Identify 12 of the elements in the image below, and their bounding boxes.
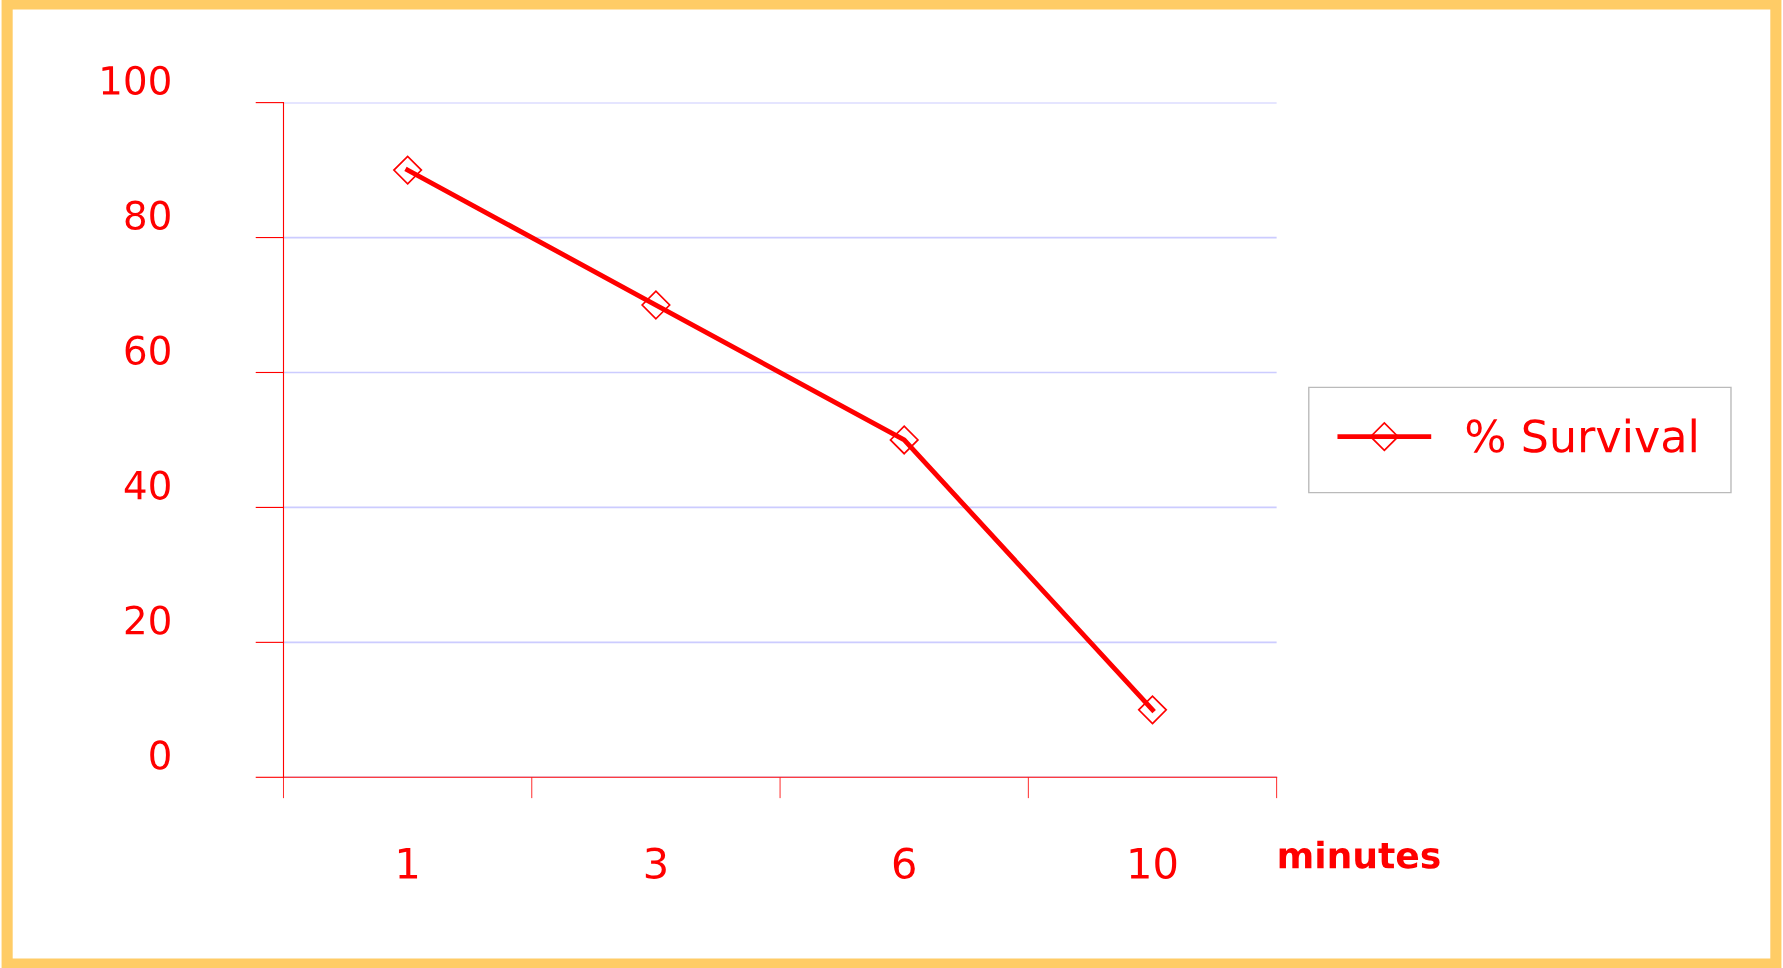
x-tick-label: 10 <box>1130 847 1177 879</box>
y-tick-label: 20 <box>125 605 170 635</box>
y-tick-label: 80 <box>125 200 170 231</box>
x-axis-title: minutes <box>1279 840 1440 869</box>
y-tick-label: 0 <box>150 740 170 770</box>
y-tick-label: 60 <box>125 335 170 365</box>
x-tick-label: 3 <box>645 847 666 879</box>
y-tick-label: 40 <box>124 470 170 500</box>
x-tick-label: 6 <box>893 847 915 879</box>
x-tick-label: 1 <box>398 848 418 879</box>
y-tick-label: 100 <box>102 65 170 96</box>
legend-label: % Survival <box>1466 418 1696 453</box>
